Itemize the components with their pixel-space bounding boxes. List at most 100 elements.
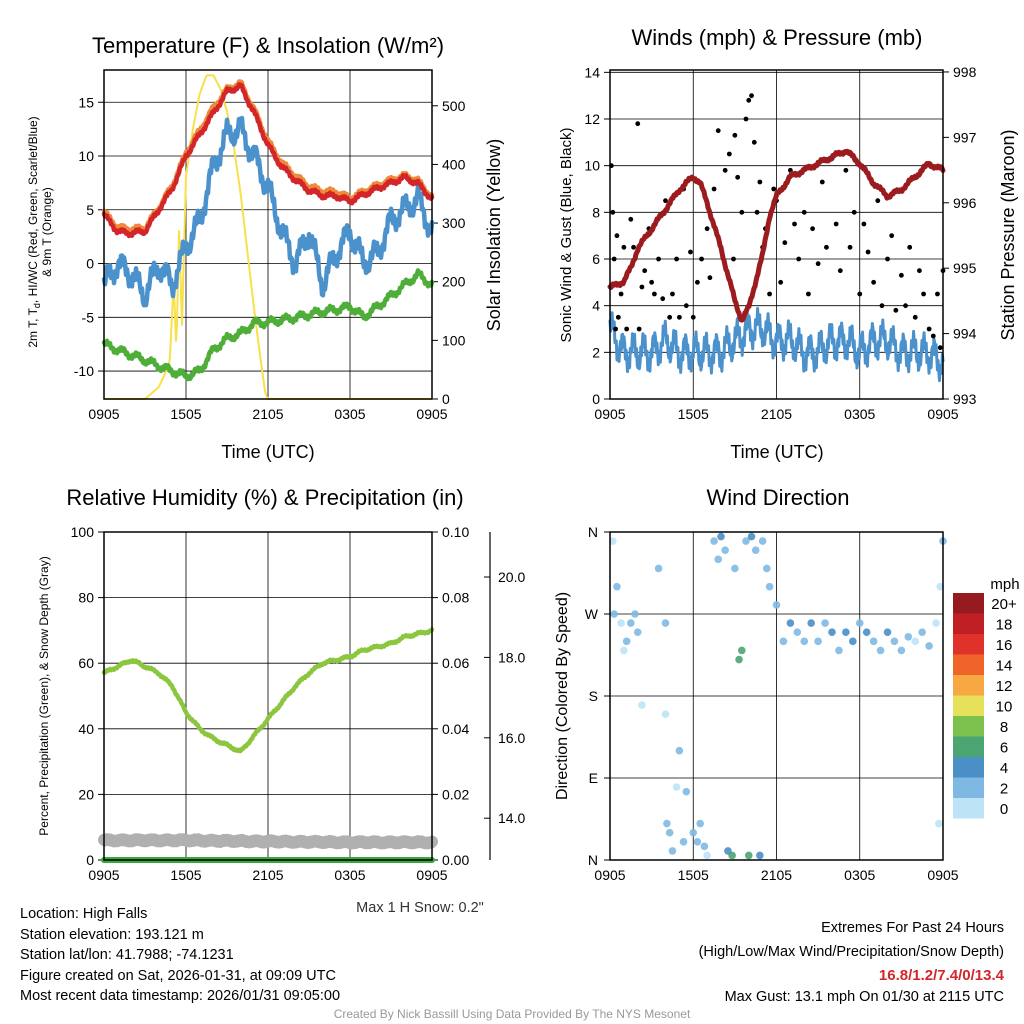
extremes-title: Extremes For Past 24 Hours [821,920,1004,936]
wind-direction-point [883,628,892,637]
wind-direction-point [849,637,857,646]
y2-tick-label: 995 [953,260,977,276]
wind-direction-point [661,710,670,719]
elevation-text: Station elevation: 193.121 m [20,926,204,943]
wind-direction-point [751,546,760,555]
gust-point [618,291,624,297]
gust-point [912,314,918,320]
wind-direction-point [696,819,704,828]
wind-direction-point [631,610,639,618]
gust-point [796,256,802,262]
gust-point [815,261,821,267]
wind-direction-point [661,619,670,627]
gust-point [879,303,885,309]
legend-swatch [953,613,984,634]
wind-direction-point [793,628,802,637]
plot-border [609,69,944,400]
wind-direction-point [890,637,899,646]
gust-point [917,268,922,274]
gust-point [613,326,618,332]
y2-tick-label: 100 [442,332,466,348]
y-tick-label: 8 [592,204,600,220]
x-tick-label: 2105 [252,867,283,883]
gust-point [885,256,890,262]
y-tick-label: 6 [592,251,600,267]
y-tick-label: 10 [584,158,600,174]
legend-swatch [953,716,984,737]
y-axis-label: Sonic Wind & Gust (Blue, Black) [558,127,575,342]
gust-point [656,256,661,262]
gust-point [921,291,926,297]
x-tick-label: 1505 [678,867,709,883]
wind-direction-point [862,628,871,637]
gust-point [907,244,913,250]
legend-label: 2 [1000,781,1008,798]
gust-point [683,303,689,309]
y-tick-label: 12 [584,111,600,127]
wind-direction-point [855,619,864,627]
wind-direction-point [703,851,711,860]
gust-point [843,167,849,173]
y2-tick-label: 0 [442,391,450,407]
gust-point [819,179,825,185]
gust-point [865,249,871,255]
gust-point [628,216,634,222]
gust-point [875,198,881,204]
wind-direction-point [714,555,723,564]
x-tick-label: 1505 [678,406,709,422]
x-tick-label: 1505 [170,867,201,883]
relative-humidity-line [101,627,435,754]
wind-direction-point [738,646,746,655]
dew-point-line [101,268,435,382]
gust-point [631,244,636,250]
x-tick-label: 0905 [416,867,447,883]
gust-point [871,279,877,285]
gust-point [857,291,863,297]
wind-direction-point [807,619,815,627]
gust-point [639,284,645,290]
x-tick-label: 0305 [844,867,875,883]
gust-point [726,151,732,157]
x-tick-label: 0905 [594,406,625,422]
legend-swatch [953,736,984,757]
wind-direction-point [717,532,725,541]
wind-direction-point [731,564,739,573]
gust-point [707,275,713,281]
gust-point [903,303,908,309]
gust-point [715,128,721,134]
y-tick-label: W [585,606,599,622]
y2-tick-label: 993 [953,391,977,407]
wind-direction-point [665,828,674,837]
wind-direction-point [876,646,885,655]
legend-label: 0 [1000,801,1008,818]
wind-direction-point [918,628,926,637]
wind-direction-point [620,646,628,655]
y2-tick-label: 0.04 [442,721,469,737]
y2-tick-label: 400 [442,156,466,172]
gust-point [757,179,763,185]
gust-point [792,221,797,227]
legend-swatch [953,593,984,614]
wind-direction-point [693,837,702,846]
y-tick-label: 15 [78,94,94,110]
y-tick-label: 0 [86,852,94,868]
y-tick-label: 4 [592,298,600,314]
legend-title: mph [990,576,1019,593]
gust-point [649,279,655,285]
gust-point [642,268,648,274]
x-tick-label: 0305 [844,406,875,422]
gust-point [621,244,627,250]
x-tick-label: 2105 [761,867,792,883]
gust-point [806,291,811,297]
extremes-subtitle: (High/Low/Max Wind/Precipitation/Snow De… [698,943,1004,960]
wind-direction-point [675,746,684,755]
y-tick-label: -5 [82,309,95,325]
gust-point [731,256,736,262]
wind-direction-point [869,637,878,646]
x-axis-label: Time (UTC) [730,442,823,462]
wind-direction-point [700,842,709,851]
max-snow-annotation: Max 1 H Snow: 0.2" [356,900,484,916]
wind-direction-point [663,819,671,828]
gust-point [660,296,666,302]
